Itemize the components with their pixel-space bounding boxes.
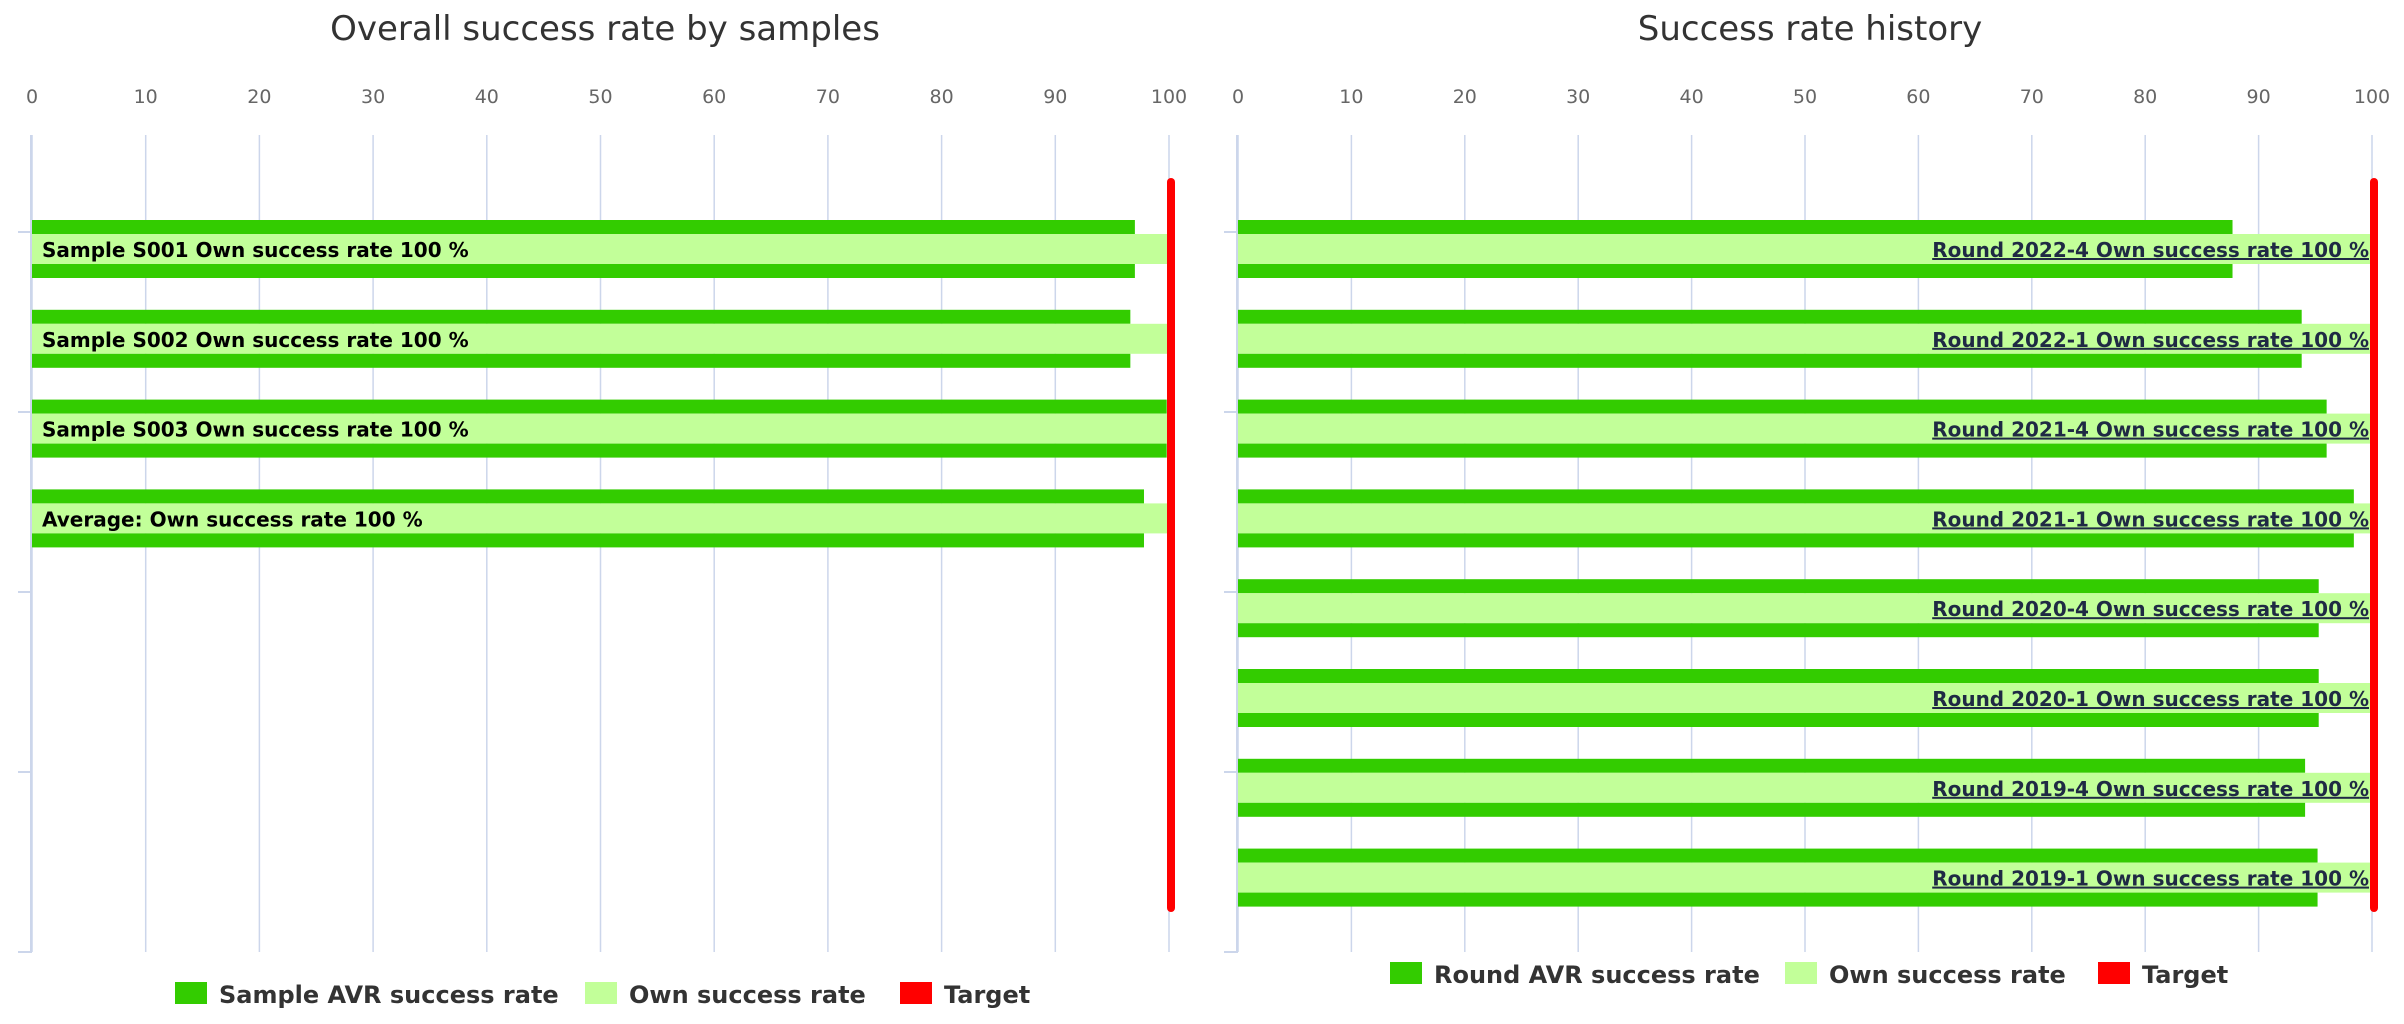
own-bar[interactable] [1238, 683, 2372, 713]
avr-bar[interactable] [1238, 264, 2233, 278]
own-bar[interactable] [1238, 503, 2372, 534]
avr-bar[interactable] [1238, 443, 2327, 458]
legend-label: Round AVR success rate [1434, 961, 1760, 989]
avr-bar[interactable] [1238, 892, 2318, 907]
avr-bar[interactable] [1238, 713, 2319, 727]
bar-label: Sample S002 Own success rate 100 % [42, 328, 469, 352]
own-bar[interactable] [1238, 323, 2372, 354]
avr-bar[interactable] [1238, 669, 2319, 683]
x-tick-label: 10 [1339, 86, 1363, 108]
x-tick-label: 50 [1793, 86, 1817, 108]
avr-bar[interactable] [32, 533, 1144, 548]
x-tick-label: 50 [588, 86, 612, 108]
bar-label: Round 2022-4 Own success rate 100 % [1932, 238, 2369, 262]
x-tick-label: 60 [1906, 86, 1930, 108]
avr-bar[interactable] [1238, 533, 2354, 548]
avr-bar[interactable] [1238, 848, 2318, 863]
bar-label: Round 2020-4 Own success rate 100 % [1932, 597, 2369, 621]
bar-label: Round 2021-4 Own success rate 100 % [1932, 418, 2369, 442]
x-tick-label: 10 [134, 86, 158, 108]
avr-bar[interactable] [1238, 399, 2327, 414]
avr-bar[interactable] [1238, 220, 2233, 234]
x-tick-label: 80 [930, 86, 954, 108]
x-tick-label: 20 [247, 86, 271, 108]
x-tick-label: 40 [475, 86, 499, 108]
own-bar[interactable] [32, 503, 1169, 534]
legend-swatch[interactable] [175, 982, 207, 1004]
avr-bar[interactable] [32, 443, 1167, 458]
avr-bar[interactable] [1238, 758, 2306, 773]
bar-label: Round 2019-1 Own success rate 100 % [1932, 867, 2369, 891]
x-tick-label: 0 [1232, 86, 1244, 108]
x-tick-label: 30 [1566, 86, 1590, 108]
legend-label: Sample AVR success rate [219, 981, 559, 1009]
chart-title: Overall success rate by samples [330, 9, 880, 49]
own-bar[interactable] [1238, 772, 2372, 803]
bar-label: Average: Own success rate 100 % [42, 507, 423, 531]
x-tick-label: 60 [702, 86, 726, 108]
own-bar[interactable] [1238, 862, 2372, 893]
avr-bar[interactable] [1238, 623, 2319, 638]
avr-bar[interactable] [1238, 579, 2319, 594]
own-bar[interactable] [1238, 234, 2372, 264]
bar-label: Round 2020-1 Own success rate 100 % [1932, 687, 2369, 711]
own-bar[interactable] [32, 234, 1169, 264]
legend-label: Target [944, 981, 1030, 1009]
avr-bar[interactable] [32, 264, 1135, 278]
avr-bar[interactable] [32, 399, 1167, 414]
avr-bar[interactable] [32, 309, 1131, 324]
legend-swatch[interactable] [1390, 962, 1422, 984]
legend-label: Target [2142, 961, 2228, 989]
legend-label: Own success rate [1829, 961, 2066, 989]
x-tick-label: 80 [2133, 86, 2157, 108]
target-line[interactable] [2370, 178, 2378, 912]
avr-bar[interactable] [1238, 353, 2302, 368]
avr-bar[interactable] [1238, 802, 2306, 817]
chart-title: Success rate history [1638, 9, 1982, 49]
own-bar[interactable] [1238, 593, 2372, 624]
legend-swatch[interactable] [585, 982, 617, 1004]
avr-bar[interactable] [1238, 489, 2354, 504]
avr-bar[interactable] [1238, 309, 2302, 324]
legend-label: Own success rate [629, 981, 866, 1009]
x-tick-label: 0 [26, 86, 38, 108]
bar-label: Sample S003 Own success rate 100 % [42, 418, 469, 442]
avr-bar[interactable] [32, 489, 1144, 504]
x-tick-label: 100 [1151, 86, 1187, 108]
x-tick-label: 70 [2020, 86, 2044, 108]
own-bar[interactable] [32, 413, 1169, 444]
x-tick-label: 40 [1680, 86, 1704, 108]
x-tick-label: 30 [361, 86, 385, 108]
x-tick-label: 100 [2354, 86, 2390, 108]
own-bar[interactable] [1238, 413, 2372, 444]
bar-label: Round 2019-4 Own success rate 100 % [1932, 777, 2369, 801]
target-line[interactable] [1167, 178, 1175, 912]
bar-label: Sample S001 Own success rate 100 % [42, 238, 469, 262]
legend-swatch[interactable] [900, 982, 932, 1004]
bar-label: Round 2021-1 Own success rate 100 % [1932, 507, 2369, 531]
x-tick-label: 20 [1453, 86, 1477, 108]
x-tick-label: 90 [2247, 86, 2271, 108]
own-bar[interactable] [32, 323, 1169, 354]
x-tick-label: 70 [816, 86, 840, 108]
avr-bar[interactable] [32, 353, 1131, 368]
bar-label: Round 2022-1 Own success rate 100 % [1932, 328, 2369, 352]
avr-bar[interactable] [32, 220, 1135, 234]
x-tick-label: 90 [1043, 86, 1067, 108]
legend-swatch[interactable] [2098, 962, 2130, 984]
legend-swatch[interactable] [1785, 962, 1817, 984]
